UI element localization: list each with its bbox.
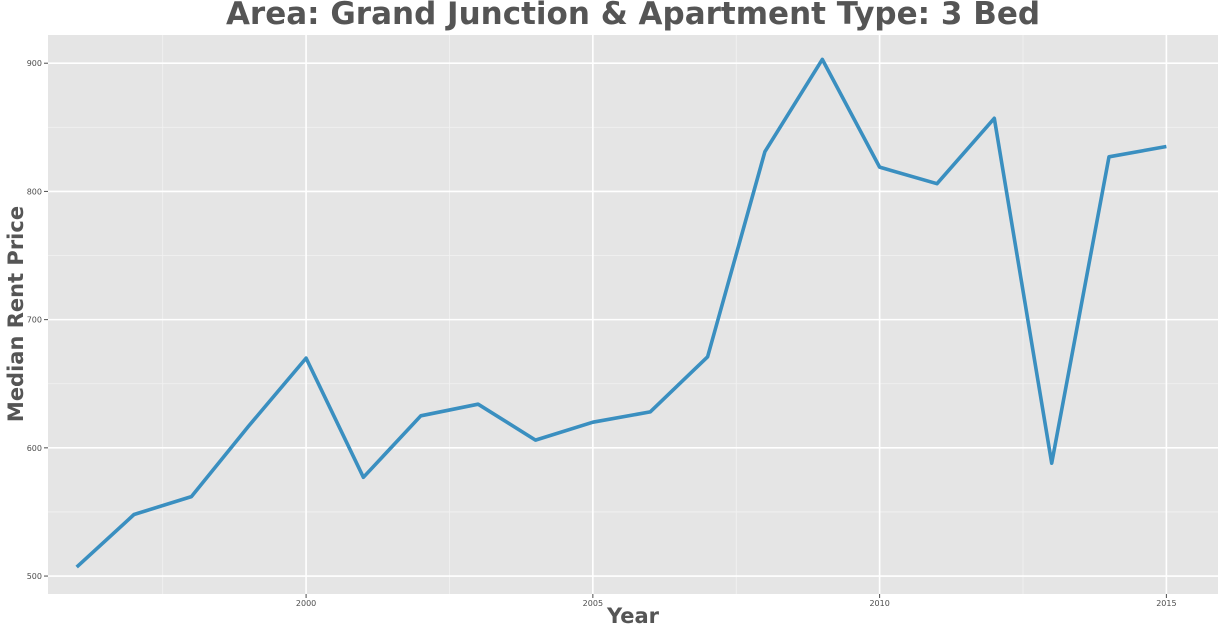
major-gridlines [48,35,1218,594]
x-tick-label: 2010 [869,599,889,608]
x-tick-label: 2005 [583,599,603,608]
y-tick-label: 800 [27,187,42,196]
y-tick-label: 600 [27,444,42,453]
y-tick-label: 500 [27,572,42,581]
series-line [75,57,1167,569]
x-axis-label: Year [606,604,660,628]
y-tick-label: 900 [27,59,42,68]
minor-gridlines [48,35,1218,594]
plot-panel [48,35,1218,594]
x-tick-label: 2000 [296,599,316,608]
series-layer [75,57,1167,569]
chart-title: Area: Grand Junction & Apartment Type: 3… [225,0,1041,32]
y-tick-label: 700 [27,316,42,325]
axis-ticks: 2000 2005 2010 2015 500 600 700 800 900 [27,59,1177,608]
x-tick-label: 2015 [1156,599,1176,608]
y-axis-label: Median Rent Price [4,205,28,423]
